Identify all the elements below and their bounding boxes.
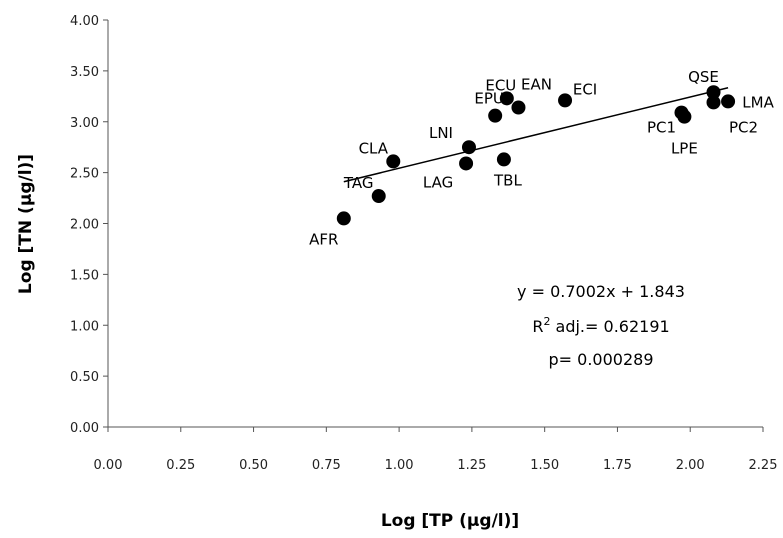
- x-tick-label: 2.00: [676, 458, 705, 473]
- data-point: [706, 95, 721, 110]
- point-label: CLA: [359, 139, 389, 157]
- data-point: [386, 154, 401, 169]
- data-point: [721, 94, 736, 109]
- x-tick-label: 1.25: [457, 458, 486, 473]
- data-point: [677, 109, 692, 124]
- point-label: QSE: [688, 68, 719, 86]
- r-squared-prefix: R: [532, 317, 543, 336]
- data-point: [336, 211, 351, 226]
- r-squared-superscript: 2: [543, 315, 550, 328]
- data-point: [461, 140, 476, 155]
- point-label: LAG: [423, 173, 453, 191]
- data-point: [488, 108, 503, 123]
- data-point: [499, 91, 514, 106]
- data-point: [511, 100, 526, 115]
- y-tick-label: 2.50: [70, 167, 99, 182]
- data-point: [371, 189, 386, 204]
- point-label: EPU: [474, 90, 504, 108]
- x-tick-label: 0.00: [94, 458, 123, 473]
- point-label: AFR: [309, 230, 338, 248]
- y-tick-label: 1.00: [70, 319, 99, 334]
- ticks-layer: 0.00 0.50 1.00 1.50 2.00 2.50 3.00 3.50 4.00 0.00…: [70, 14, 777, 473]
- trendline: [343, 86, 729, 183]
- r-squared-annotation: R2 adj.= 0.62191: [532, 315, 669, 336]
- data-point: [558, 93, 573, 108]
- x-axis-title: Log [TP (µg/l)]: [381, 511, 519, 531]
- point-label: TBL: [493, 171, 522, 189]
- x-tick-label: 0.75: [312, 458, 341, 473]
- x-tick-label: 1.75: [603, 458, 632, 473]
- equation-annotation: y = 0.7002x + 1.843: [517, 282, 685, 301]
- y-tick-label: 0.50: [70, 370, 99, 385]
- y-tick-label: 3.50: [70, 65, 99, 80]
- point-label: PC2: [729, 118, 758, 136]
- x-tick-label: 1.50: [530, 458, 559, 473]
- x-tick-label: 0.25: [166, 458, 195, 473]
- y-axis-title: Log [TN (µg/l)]: [16, 154, 36, 294]
- points-layer: [336, 85, 736, 226]
- p-value-annotation: p= 0.000289: [549, 350, 654, 369]
- axes-layer: [107, 20, 763, 428]
- y-tick-label: 4.00: [70, 14, 99, 29]
- y-tick-label: 1.50: [70, 268, 99, 283]
- point-label: EAN: [521, 76, 552, 94]
- r-squared-rest: adj.= 0.62191: [550, 317, 669, 336]
- point-label: LMA: [742, 93, 774, 111]
- y-tick-label: 2.00: [70, 218, 99, 233]
- point-label: LPE: [671, 140, 698, 158]
- point-label: ECU: [485, 76, 516, 94]
- data-point: [496, 152, 511, 167]
- data-point: [459, 156, 474, 171]
- x-tick-label: 0.50: [239, 458, 268, 473]
- point-label: TAG: [343, 174, 374, 192]
- point-label: LNI: [429, 124, 453, 142]
- data-point: [706, 85, 721, 100]
- point-label: PC1: [647, 119, 676, 137]
- x-tick-label: 1.00: [385, 458, 414, 473]
- y-tick-label: 3.00: [70, 116, 99, 131]
- y-tick-label: 0.00: [70, 421, 99, 436]
- point-label: ECI: [573, 80, 597, 98]
- x-tick-label: 2.25: [749, 458, 778, 473]
